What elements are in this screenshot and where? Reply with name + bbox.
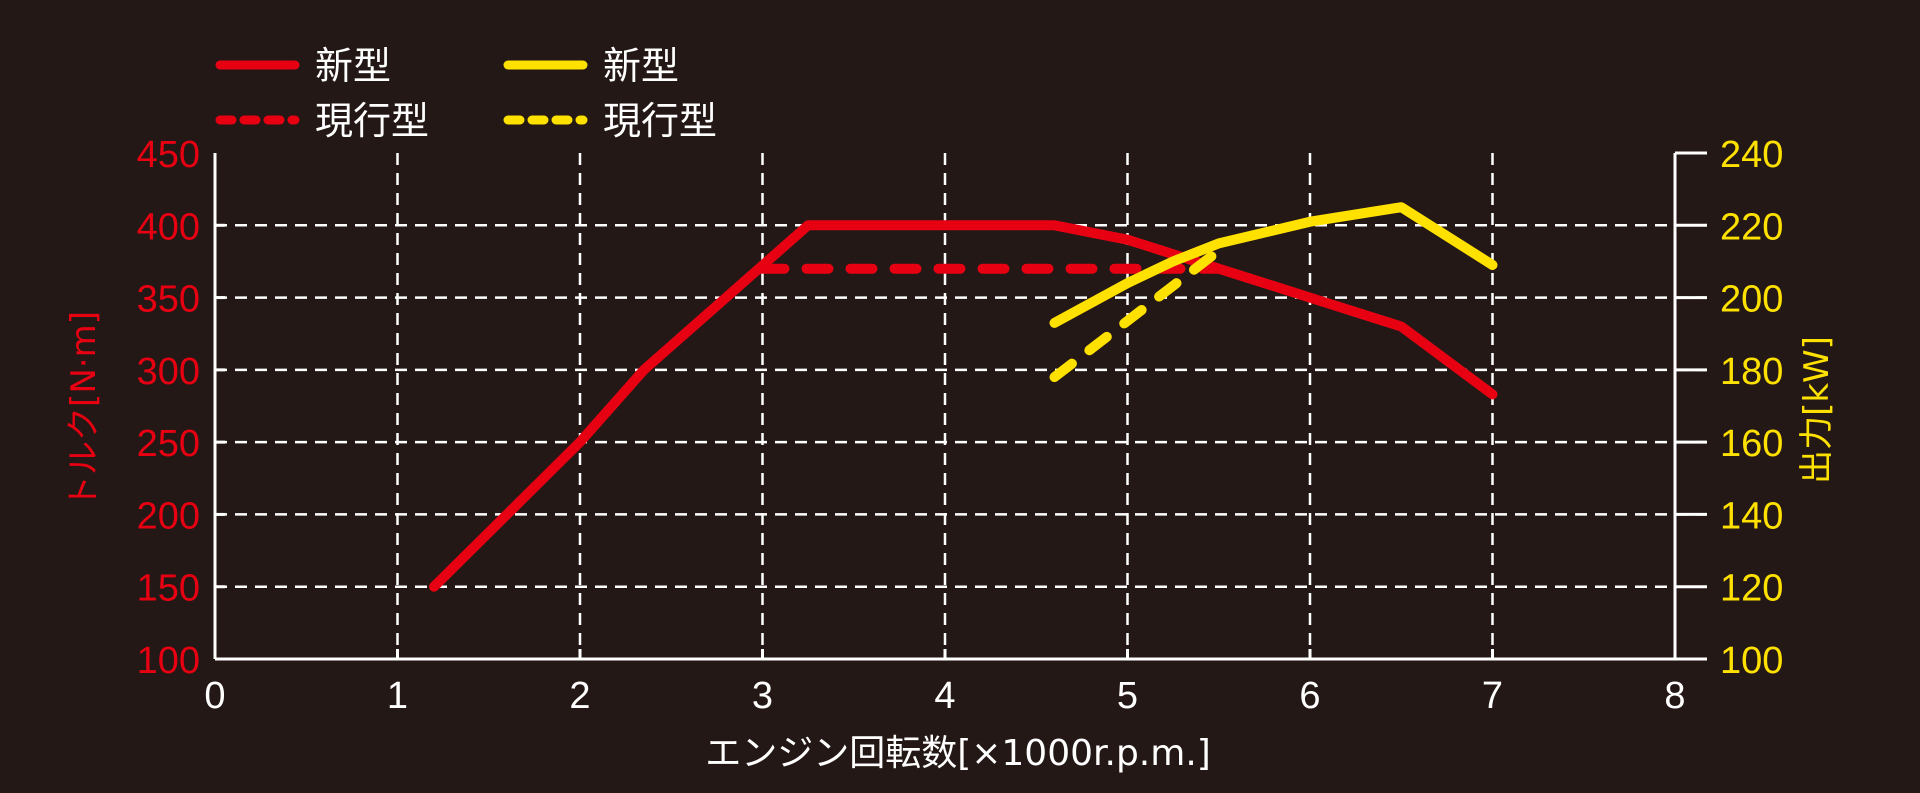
x-tick-label: 5 [1117, 675, 1138, 717]
left-tick-label: 300 [137, 351, 200, 393]
power-dashed-line [1049, 245, 1224, 383]
left-axis-ticks: 100 150 200 250 300 350 400 450 [137, 134, 200, 682]
legend-label: 現行型 [315, 99, 429, 143]
right-tick-label: 160 [1720, 423, 1783, 465]
right-tick-label: 140 [1720, 495, 1783, 537]
right-tick-label: 180 [1720, 351, 1783, 393]
right-tick-label: 120 [1720, 568, 1783, 610]
axes [213, 151, 1707, 661]
x-tick-label: 4 [934, 675, 955, 717]
left-tick-label: 100 [137, 640, 200, 682]
x-tick-label: 2 [569, 675, 590, 717]
right-tick-label: 220 [1720, 206, 1783, 248]
right-axis-title: 出力[kW] [1797, 336, 1837, 484]
left-axis-title: トルク[N·m] [64, 311, 104, 509]
torque-solid-line [429, 220, 1498, 592]
x-tick-label: 1 [387, 675, 408, 717]
left-tick-label: 400 [137, 206, 200, 248]
left-tick-label: 350 [137, 279, 200, 321]
x-tick-label: 0 [204, 675, 225, 717]
legend-label: 新型 [315, 44, 391, 88]
right-axis-ticks: 100 120 140 160 180 200 220 240 [1720, 134, 1783, 682]
x-axis-ticks: 0 1 2 3 4 5 6 7 8 [204, 675, 1685, 717]
power-solid-line [1049, 202, 1498, 328]
legend-label: 新型 [603, 44, 679, 88]
x-tick-label: 8 [1664, 675, 1685, 717]
x-tick-label: 6 [1299, 675, 1320, 717]
right-tick-label: 200 [1720, 279, 1783, 321]
left-tick-label: 150 [137, 568, 200, 610]
left-tick-label: 450 [137, 134, 200, 176]
right-tick-label: 240 [1720, 134, 1783, 176]
x-tick-label: 7 [1482, 675, 1503, 717]
data-series [429, 202, 1498, 592]
right-tick-label: 100 [1720, 640, 1783, 682]
left-tick-label: 250 [137, 423, 200, 465]
left-tick-label: 200 [137, 495, 200, 537]
x-tick-label: 3 [752, 675, 773, 717]
x-axis-title: エンジン回転数[×1000r.p.m.] [705, 733, 1211, 774]
legend-label: 現行型 [603, 99, 717, 143]
